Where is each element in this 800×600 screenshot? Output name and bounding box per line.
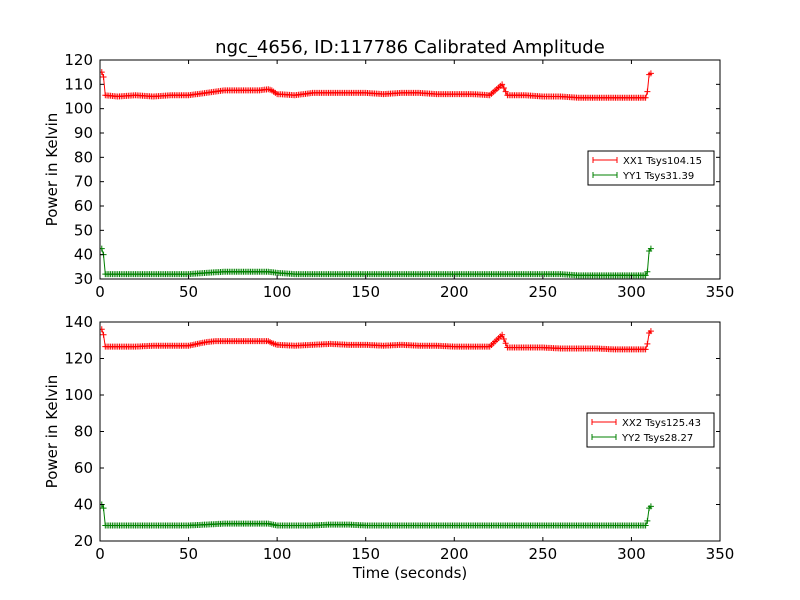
y-tick-label: 110 [64,75,93,93]
y-tick-label: 80 [74,423,93,441]
series-1 [100,69,654,101]
data-point [100,245,105,252]
legend-label: YY2 Tsys28.27 [621,433,693,444]
x-tick-label: 150 [351,545,380,563]
data-point [647,328,654,335]
x-tick-label: 50 [179,545,198,563]
y-tick-label: 120 [64,51,93,69]
x-tick-label: 150 [351,283,380,301]
data-point [100,69,105,76]
legend-marker [591,434,617,440]
x-tick-label: 200 [440,283,469,301]
series-2 [100,501,654,529]
y-tick-label: 40 [74,246,93,264]
data-point [502,88,509,95]
y-tick-label: 30 [74,270,93,288]
y-axis-label: Power in Kelvin [43,113,61,227]
x-tick-label: 250 [529,283,558,301]
legend: XX1 Tsys104.15 YY1 Tsys31.39 [587,150,715,186]
x-tick-label: 0 [95,283,105,301]
data-point [100,331,107,338]
legend-box [587,150,715,186]
y-tick-label: 60 [74,197,93,215]
x-tick-label: 300 [617,283,646,301]
legend: XX2 Tsys125.43 YY2 Tsys28.27 [586,412,715,448]
y-tick-label: 70 [74,173,93,191]
data-point [100,74,107,81]
y-tick-label: 80 [74,148,93,166]
x-tick-label: 250 [529,545,558,563]
x-tick-label: 100 [263,545,292,563]
chart-panel-1: 0 50 100 150 200 250 300 350 30 40 50 60 70 80 90 100 11… [43,51,734,301]
chart-panel-2: 0 50 100 150 200 250 300 350 20 40 60 80 100 120 140 Po… [43,313,734,582]
y-tick-label: 90 [74,124,93,142]
data-point [647,503,654,510]
series-2 [100,245,654,279]
data-point [644,88,651,95]
legend-label: XX2 Tsys125.43 [622,418,701,429]
y-tick-label: 20 [74,532,93,550]
data-point [500,336,507,343]
legend-box [586,412,715,448]
data-point [647,245,654,252]
series-1 [100,326,654,353]
legend-label: YY1 Tsys31.39 [622,171,694,182]
x-tick-label: 200 [440,545,469,563]
data-point [499,331,506,338]
data-point [644,340,651,347]
data-point [644,517,651,524]
x-tick-label: 0 [95,545,105,563]
x-tick-label: 300 [617,545,646,563]
x-tick-label: 350 [706,545,735,563]
legend-marker [591,419,617,425]
legend-marker [592,172,618,178]
y-tick-label: 100 [64,386,93,404]
data-point [100,505,107,512]
data-point [644,268,651,275]
y-tick-label: 140 [64,313,93,331]
y-tick-label: 120 [64,350,93,368]
legend-label: XX1 Tsys104.15 [623,156,702,167]
data-point [100,326,105,333]
data-point [502,340,509,347]
y-tick-label: 50 [74,221,93,239]
x-tick-label: 50 [179,283,198,301]
figure-title: ngc_4656, ID:117786 Calibrated Amplitude [215,37,605,58]
data-point [642,94,649,101]
data-point [500,84,507,91]
y-tick-label: 100 [64,100,93,118]
y-axis-label: Power in Kelvin [43,375,61,489]
y-tick-label: 40 [74,496,93,514]
data-point [647,70,654,77]
y-tick-label: 60 [74,459,93,477]
data-point [642,346,649,353]
data-point [642,522,649,529]
data-point [642,272,649,279]
x-tick-label: 100 [263,283,292,301]
x-axis-label: Time (seconds) [352,564,468,582]
data-point [499,81,506,88]
legend-marker [592,157,618,163]
plot-frame [99,59,721,280]
x-tick-label: 350 [706,283,735,301]
